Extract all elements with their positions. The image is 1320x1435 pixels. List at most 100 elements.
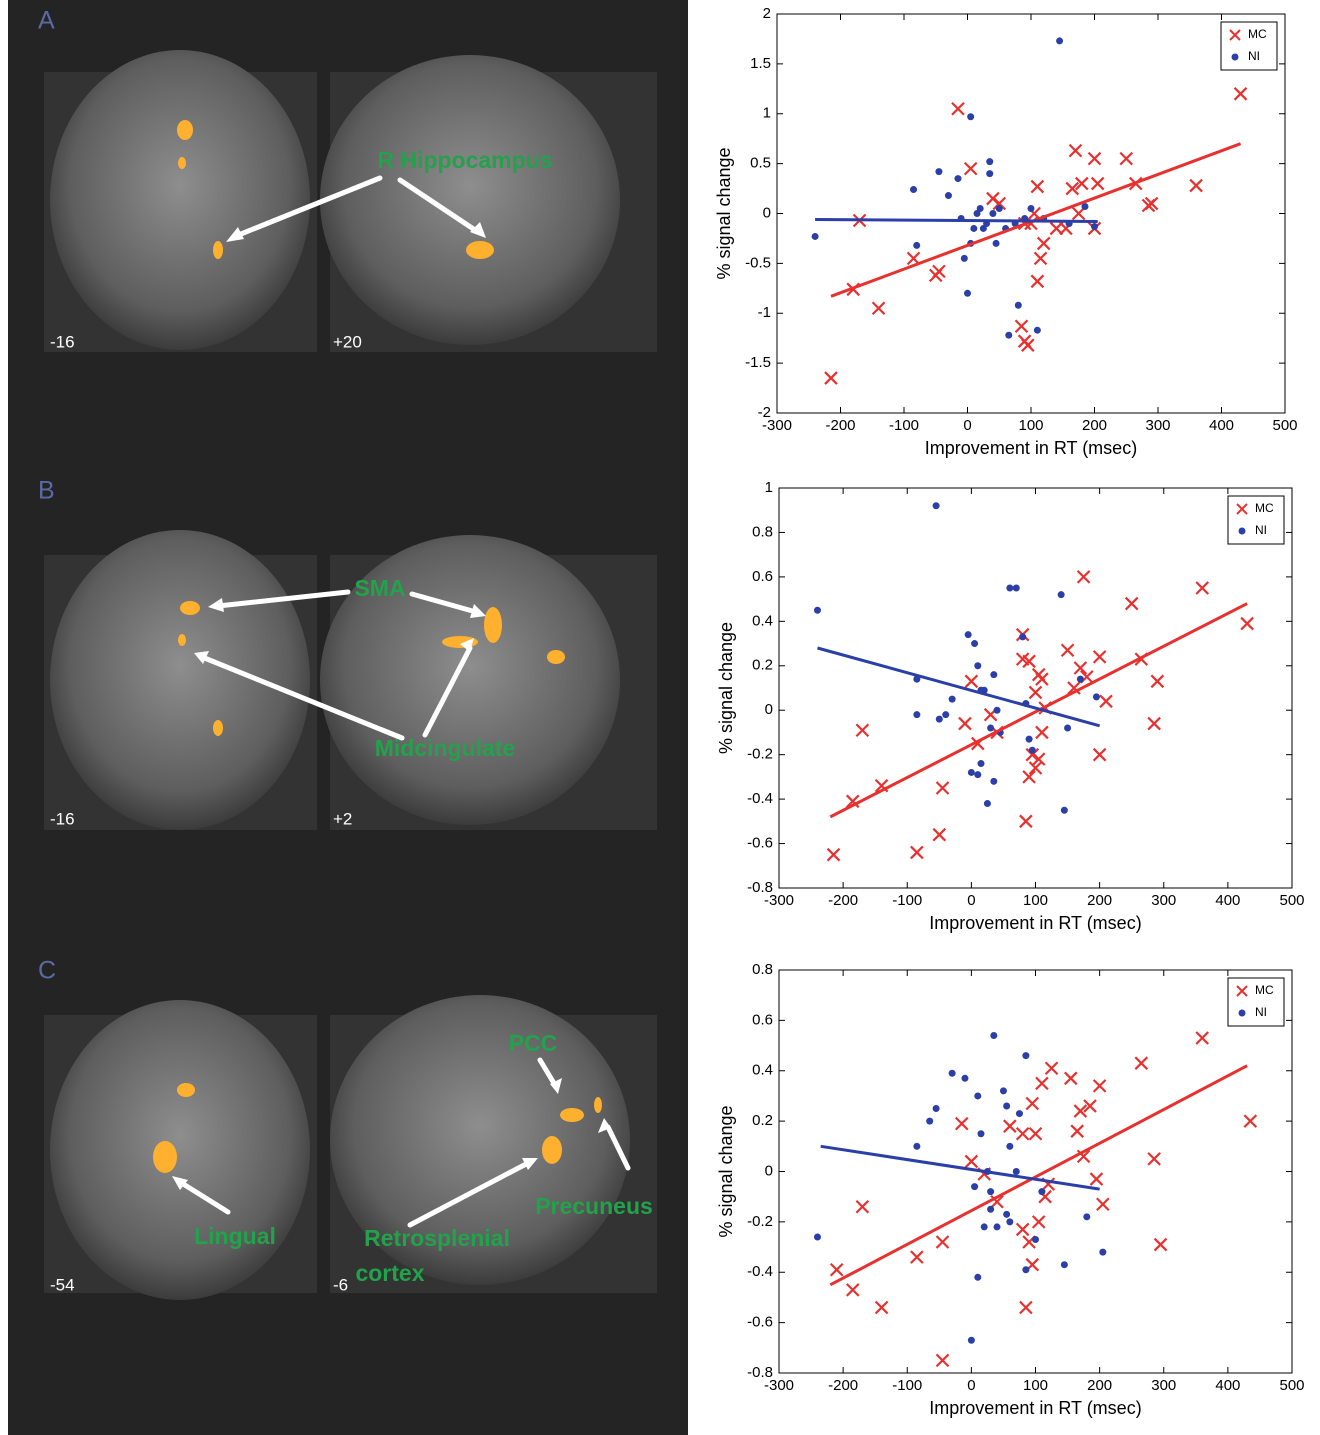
x-tick-label: 300 bbox=[1145, 417, 1170, 434]
x-tick-label: -100 bbox=[889, 417, 919, 434]
marker bbox=[1061, 807, 1068, 814]
marker bbox=[990, 671, 997, 678]
marker bbox=[968, 769, 975, 776]
annotation: cortex bbox=[355, 1260, 424, 1286]
marker bbox=[1013, 1168, 1020, 1175]
marker bbox=[933, 1105, 940, 1112]
y-tick-label: 0.6 bbox=[752, 1011, 773, 1028]
marker bbox=[993, 240, 1000, 247]
marker bbox=[1005, 332, 1012, 339]
marker bbox=[965, 631, 972, 638]
x-tick-label: 500 bbox=[1279, 1377, 1304, 1394]
y-tick-label: -0.6 bbox=[747, 835, 773, 852]
marker bbox=[994, 1223, 1001, 1230]
marker bbox=[814, 607, 821, 614]
y-tick-label: -0.5 bbox=[745, 254, 771, 271]
y-tick-label: -0.2 bbox=[747, 1213, 773, 1230]
x-tick-label: 400 bbox=[1215, 1377, 1240, 1394]
y-tick-label: 0 bbox=[765, 1162, 773, 1179]
marker bbox=[981, 1223, 988, 1230]
marker bbox=[990, 1032, 997, 1039]
y-tick-label: 0.2 bbox=[752, 1112, 773, 1129]
marker bbox=[1022, 1266, 1029, 1273]
y-axis-label: % signal change bbox=[716, 622, 736, 754]
annotation: Precuneus bbox=[535, 1193, 653, 1219]
x-tick-label: 100 bbox=[1023, 1377, 1048, 1394]
marker bbox=[936, 716, 943, 723]
marker bbox=[1091, 223, 1098, 230]
marker bbox=[974, 771, 981, 778]
plot-area bbox=[779, 488, 1292, 888]
marker bbox=[1083, 1213, 1090, 1220]
y-tick-label: 2 bbox=[763, 5, 771, 22]
y-tick-label: -1 bbox=[758, 304, 771, 321]
marker bbox=[954, 175, 961, 182]
slice-label: +2 bbox=[333, 809, 352, 828]
marker bbox=[1003, 1103, 1010, 1110]
marker bbox=[1006, 1143, 1013, 1150]
x-tick-label: 0 bbox=[967, 892, 975, 909]
marker bbox=[942, 711, 949, 718]
marker bbox=[1019, 633, 1026, 640]
x-axis-label: Improvement in RT (msec) bbox=[929, 1398, 1141, 1418]
x-tick-label: 200 bbox=[1087, 892, 1112, 909]
x-tick-label: 100 bbox=[1018, 417, 1043, 434]
marker bbox=[987, 1206, 994, 1213]
marker bbox=[1077, 676, 1084, 683]
marker bbox=[996, 205, 1003, 212]
y-axis-label: % signal change bbox=[716, 1105, 736, 1237]
y-tick-label: -0.4 bbox=[747, 790, 773, 807]
fit-line bbox=[815, 219, 1098, 221]
x-tick-label: 100 bbox=[1023, 892, 1048, 909]
plot: -300-200-1000100200300400500-0.8-0.6-0.4… bbox=[716, 479, 1305, 933]
marker bbox=[1099, 1249, 1106, 1256]
marker bbox=[935, 168, 942, 175]
marker bbox=[977, 1130, 984, 1137]
legend-label: NI bbox=[1255, 523, 1267, 537]
marker bbox=[974, 1274, 981, 1281]
plot-area bbox=[779, 970, 1292, 1373]
x-tick-label: -200 bbox=[828, 1377, 858, 1394]
y-tick-label: -0.8 bbox=[747, 1364, 773, 1381]
legend-marker bbox=[1232, 54, 1239, 61]
marker bbox=[949, 696, 956, 703]
x-tick-label: 500 bbox=[1272, 417, 1297, 434]
marker bbox=[949, 1070, 956, 1077]
annotation: R Hippocampus bbox=[377, 147, 552, 173]
x-tick-label: 400 bbox=[1215, 892, 1240, 909]
marker bbox=[977, 205, 984, 212]
marker bbox=[961, 255, 968, 262]
y-tick-label: 0.8 bbox=[752, 523, 773, 540]
y-tick-label: 0.4 bbox=[752, 612, 773, 629]
y-tick-label: -0.8 bbox=[747, 879, 773, 896]
marker bbox=[971, 1183, 978, 1190]
x-tick-label: 300 bbox=[1151, 1377, 1176, 1394]
legend-marker bbox=[1239, 528, 1246, 535]
marker bbox=[970, 225, 977, 232]
marker bbox=[961, 1075, 968, 1082]
legend-label: MC bbox=[1255, 983, 1274, 997]
y-tick-label: 0.6 bbox=[752, 568, 773, 585]
slice-label: -6 bbox=[333, 1275, 348, 1294]
marker bbox=[986, 170, 993, 177]
y-tick-label: -0.2 bbox=[747, 746, 773, 763]
marker bbox=[987, 1188, 994, 1195]
y-tick-label: -0.6 bbox=[747, 1314, 773, 1331]
marker bbox=[986, 158, 993, 165]
marker bbox=[1038, 1188, 1045, 1195]
marker bbox=[994, 707, 1001, 714]
marker bbox=[967, 113, 974, 120]
y-tick-label: 0.4 bbox=[752, 1062, 773, 1079]
brain-images bbox=[44, 50, 657, 1300]
x-tick-label: -200 bbox=[825, 417, 855, 434]
x-tick-label: 0 bbox=[963, 417, 971, 434]
marker bbox=[989, 210, 996, 217]
marker bbox=[990, 778, 997, 785]
marker bbox=[814, 1233, 821, 1240]
marker bbox=[987, 725, 994, 732]
x-axis-label: Improvement in RT (msec) bbox=[925, 438, 1137, 458]
x-tick-label: 200 bbox=[1082, 417, 1107, 434]
annotation: PCC bbox=[509, 1030, 558, 1056]
marker bbox=[913, 711, 920, 718]
